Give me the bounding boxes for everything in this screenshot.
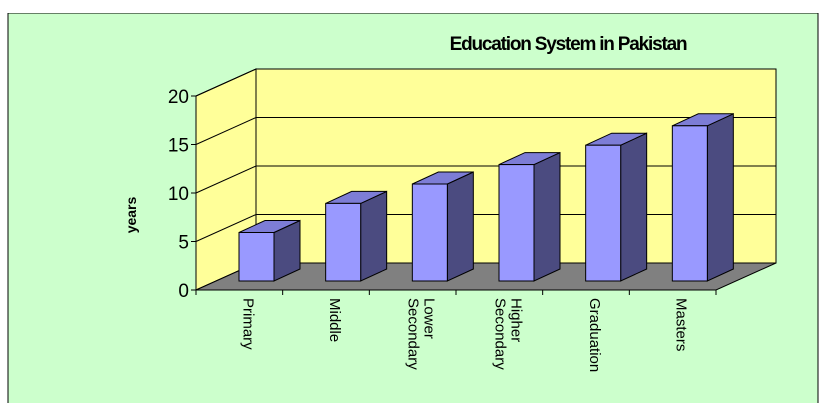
x-category-label: HigherSecondary: [491, 298, 524, 370]
bar: [585, 144, 622, 282]
x-category-label: LowerSecondary: [405, 298, 438, 370]
bar-side: [706, 113, 734, 282]
y-tick-label: 10: [168, 184, 189, 205]
bar: [498, 164, 535, 282]
chart-header-strip: [0, 0, 825, 13]
y-tick-label: 5: [178, 233, 189, 254]
bar-side: [446, 171, 474, 282]
x-category-label: Masters: [673, 298, 690, 351]
bar: [325, 202, 362, 282]
x-category-label-line: Masters: [673, 298, 690, 351]
x-category-label-line: Lower: [421, 298, 438, 339]
x-category-label-line: Middle: [326, 298, 343, 342]
x-category-label-line: Higher: [507, 298, 524, 342]
gridline: [195, 117, 776, 145]
x-category-label: Primary: [239, 298, 256, 350]
chart-title: Education System in Pakistan: [450, 34, 687, 55]
x-category-label: Graduation: [586, 298, 603, 372]
x-category-label-line: Secondary: [491, 298, 508, 370]
x-category-label: Middle: [326, 298, 343, 342]
bar: [238, 232, 275, 282]
x-category-label-line: Primary: [239, 298, 256, 350]
bar-side: [533, 151, 561, 282]
bar: [671, 125, 708, 282]
y-axis-label: years: [123, 196, 139, 233]
y-tick-label: 0: [178, 281, 189, 302]
x-category-label-line: Graduation: [586, 298, 603, 372]
y-tick-label: 20: [168, 87, 189, 108]
y-tick-label: 15: [168, 136, 189, 157]
bar: [411, 183, 448, 282]
gridline: [195, 68, 776, 97]
bar-side: [620, 132, 648, 282]
bar-side: [360, 190, 388, 282]
x-category-label-line: Secondary: [405, 298, 422, 370]
